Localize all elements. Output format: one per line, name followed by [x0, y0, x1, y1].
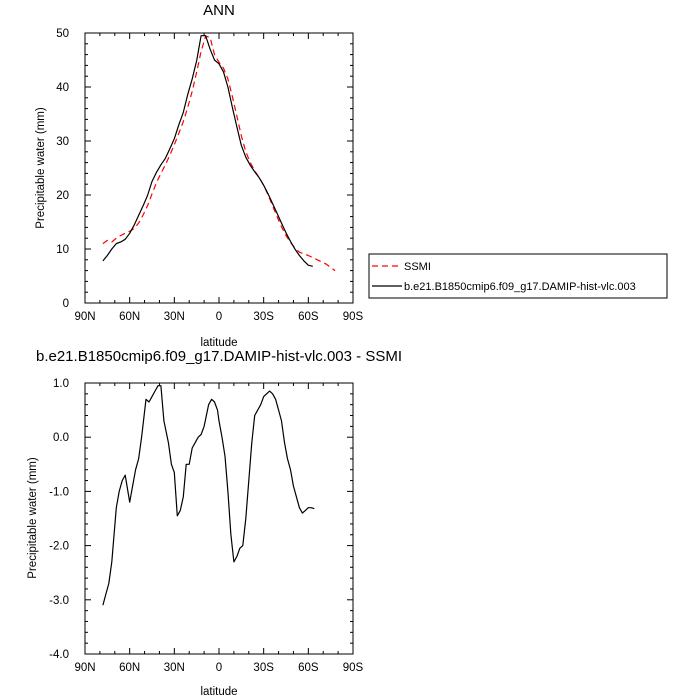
- x-tick-label-bottom: 60N: [119, 662, 140, 674]
- series-line-bottom-model: [102, 385, 315, 606]
- y-tick-labels-bottom: -4.0 -3.0 -2.0 -1.0 0.0 1.0: [49, 378, 69, 661]
- y-tick-label-top: 40: [56, 82, 69, 94]
- y-tick-label-top: 0: [63, 298, 69, 310]
- x-axis-label-top: latitude: [200, 337, 237, 349]
- y-tick-label-top: 50: [56, 28, 69, 40]
- y-axis-label-bottom: Precipitable water (mm): [27, 457, 39, 579]
- y-tick-label-bottom: -3.0: [49, 595, 69, 607]
- y-tick-label-bottom: -4.0: [49, 649, 69, 661]
- legend-label-model: b.e21.B1850cmip6.f09_g17.DAMIP-hist-vlc.…: [404, 281, 636, 293]
- tick-marks-bottom: [84, 382, 354, 655]
- legend-box: [368, 253, 668, 299]
- legend: SSMI b.e21.B1850cmip6.f09_g17.DAMIP-hist…: [368, 253, 668, 299]
- x-tick-label-bottom: 30S: [253, 662, 274, 674]
- x-axis-label-bottom: latitude: [200, 686, 237, 698]
- x-tick-labels-bottom: 90N 60N 30N 0 30S 60S 90S: [74, 662, 363, 674]
- x-tick-label-top: 30S: [253, 311, 274, 323]
- y-tick-label-bottom: -2.0: [49, 541, 69, 553]
- x-tick-label-bottom: 60S: [298, 662, 319, 674]
- series-line-top-model: [102, 35, 313, 267]
- x-tick-label-top: 0: [216, 311, 222, 323]
- chart-panel-top: ANN 90N 60N 30N 0 30S 60S 90S 0 10 20 30 40 50 lati…: [35, 2, 364, 349]
- series-line-top-ssmi: [102, 35, 336, 272]
- x-tick-label-bottom: 30N: [164, 662, 185, 674]
- x-tick-label-top: 90N: [74, 311, 95, 323]
- y-tick-label-top: 10: [56, 244, 69, 256]
- series-group-top: [102, 35, 336, 272]
- y-tick-label-bottom: 0.0: [53, 432, 69, 444]
- plot-frame-top: [84, 32, 354, 304]
- chart-title-bottom: b.e21.B1850cmip6.f09_g17.DAMIP-hist-vlc.…: [36, 348, 402, 365]
- chart-panel-bottom: b.e21.B1850cmip6.f09_g17.DAMIP-hist-vlc.…: [27, 348, 402, 698]
- y-tick-label-bottom: -1.0: [49, 486, 69, 498]
- x-tick-label-top: 30N: [164, 311, 185, 323]
- series-group-bottom: [102, 385, 315, 606]
- x-tick-label-top: 60N: [119, 311, 140, 323]
- y-tick-label-top: 20: [56, 190, 69, 202]
- y-tick-labels-top: 0 10 20 30 40 50: [56, 28, 69, 310]
- legend-label-ssmi: SSMI: [404, 261, 431, 273]
- chart-title-top: ANN: [203, 2, 235, 19]
- tick-marks-top: [84, 32, 354, 304]
- x-tick-label-top: 60S: [298, 311, 319, 323]
- y-tick-label-top: 30: [56, 136, 69, 148]
- y-tick-label-bottom: 1.0: [53, 378, 69, 390]
- y-axis-label-top: Precipitable water (mm): [35, 107, 47, 229]
- x-tick-label-bottom: 0: [216, 662, 222, 674]
- x-tick-label-bottom: 90S: [343, 662, 364, 674]
- x-tick-label-top: 90S: [343, 311, 364, 323]
- x-tick-label-bottom: 90N: [74, 662, 95, 674]
- x-tick-labels-top: 90N 60N 30N 0 30S 60S 90S: [74, 311, 363, 323]
